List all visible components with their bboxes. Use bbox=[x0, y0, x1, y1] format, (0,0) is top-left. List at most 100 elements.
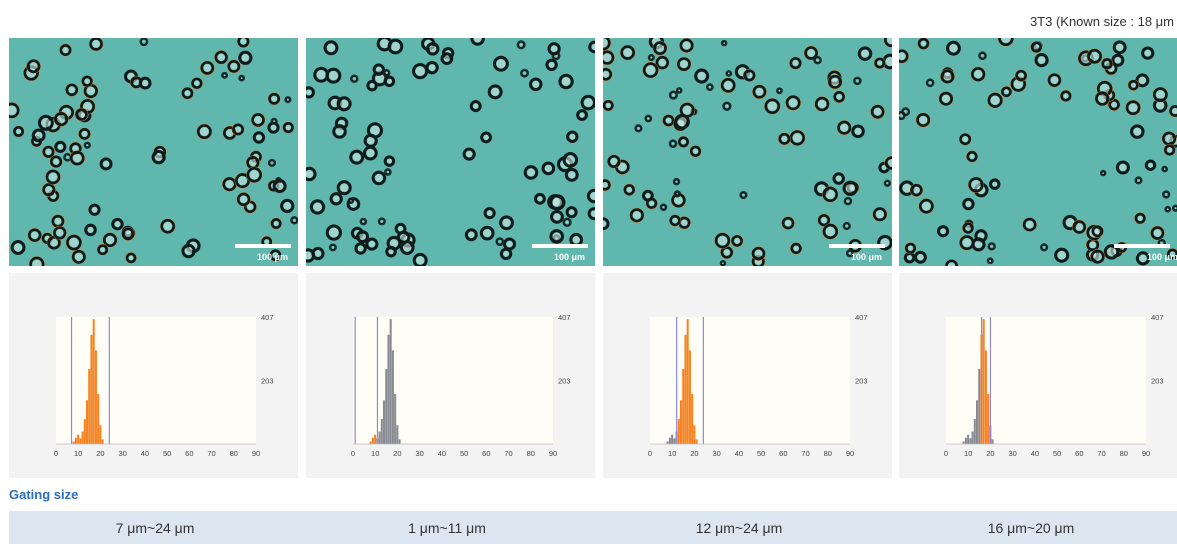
cell-center bbox=[637, 127, 640, 130]
cell-outline bbox=[562, 217, 572, 227]
x-tick-label: 20 bbox=[96, 449, 104, 458]
cell-center bbox=[584, 98, 593, 107]
cell-center bbox=[942, 94, 950, 103]
cell-center bbox=[623, 48, 632, 57]
cell-center bbox=[723, 81, 733, 90]
histogram-bar bbox=[378, 431, 381, 444]
histogram-bar bbox=[691, 394, 694, 444]
cell-center bbox=[793, 245, 799, 251]
cell-center bbox=[1093, 252, 1102, 261]
histogram-bar bbox=[964, 437, 967, 444]
cell bbox=[1091, 225, 1104, 238]
cell-center bbox=[200, 127, 209, 136]
gating-size-heading: Gating size bbox=[9, 487, 79, 502]
histogram-bar bbox=[380, 419, 383, 444]
histogram-bar bbox=[666, 441, 669, 444]
cell bbox=[777, 88, 782, 94]
cell bbox=[905, 242, 917, 254]
cell bbox=[720, 77, 736, 93]
cell-center bbox=[778, 90, 781, 92]
cell-center bbox=[106, 236, 114, 244]
cell bbox=[387, 39, 403, 54]
cell-center bbox=[502, 218, 511, 227]
cell-center bbox=[969, 154, 975, 159]
cell bbox=[78, 127, 91, 140]
cell bbox=[1134, 212, 1146, 224]
x-tick-label: 90 bbox=[549, 449, 557, 458]
x-tick-label: 70 bbox=[801, 449, 809, 458]
cell bbox=[655, 55, 670, 70]
cell bbox=[356, 230, 369, 243]
histogram-bar bbox=[391, 350, 394, 444]
cell-center bbox=[1057, 251, 1066, 260]
cell bbox=[959, 133, 972, 146]
cell-center bbox=[645, 65, 656, 75]
cell bbox=[814, 96, 830, 112]
cell bbox=[547, 42, 561, 56]
cell bbox=[269, 249, 282, 262]
cell bbox=[674, 114, 690, 130]
cell-center bbox=[645, 193, 651, 199]
cell bbox=[9, 102, 20, 119]
cell bbox=[1125, 100, 1141, 116]
cell bbox=[653, 41, 667, 55]
cell bbox=[425, 61, 439, 74]
cell-outline bbox=[83, 141, 91, 149]
cell bbox=[1030, 41, 1042, 53]
cell-center bbox=[677, 117, 687, 127]
x-tick-label: 70 bbox=[1097, 449, 1105, 458]
cell bbox=[877, 235, 892, 251]
histogram-bar bbox=[77, 434, 80, 444]
cell-center bbox=[990, 245, 993, 248]
cell-center bbox=[709, 86, 711, 88]
histogram-panel-3: 0 10 20 30 40 50 60 70 80 90 203 407 bbox=[603, 273, 892, 478]
cell bbox=[566, 130, 579, 143]
x-tick-label: 30 bbox=[1008, 449, 1016, 458]
cell bbox=[603, 179, 611, 191]
cell-center bbox=[1033, 44, 1039, 50]
cell-center bbox=[367, 137, 375, 145]
cell-center bbox=[313, 202, 322, 212]
x-tick-label: 50 bbox=[1053, 449, 1061, 458]
cell bbox=[642, 190, 654, 202]
cell-center bbox=[552, 197, 563, 207]
cell bbox=[842, 180, 858, 196]
cell-center bbox=[353, 77, 356, 80]
cell-center bbox=[50, 239, 58, 247]
cell bbox=[191, 77, 203, 89]
cell-center bbox=[885, 57, 892, 66]
cell bbox=[740, 191, 747, 199]
x-tick-label: 40 bbox=[1031, 449, 1039, 458]
cell-outline bbox=[267, 158, 277, 167]
cell-center bbox=[676, 193, 679, 195]
cell-center bbox=[87, 227, 94, 233]
cell bbox=[939, 91, 953, 106]
cell-center bbox=[271, 95, 277, 102]
cell-center bbox=[84, 78, 90, 84]
cell bbox=[603, 217, 610, 230]
cell-center bbox=[919, 116, 928, 124]
cell-center bbox=[1174, 207, 1177, 210]
cell-center bbox=[91, 207, 98, 213]
cell-field bbox=[899, 38, 1177, 266]
cell-center bbox=[845, 225, 848, 227]
cell-center bbox=[487, 210, 493, 216]
cell-center bbox=[971, 180, 981, 190]
cell-center bbox=[767, 101, 777, 111]
cell bbox=[251, 113, 265, 127]
cell bbox=[721, 40, 727, 46]
cell-center bbox=[825, 189, 835, 199]
cell bbox=[846, 250, 853, 257]
cell-center bbox=[48, 172, 58, 182]
cell bbox=[227, 59, 241, 73]
cell bbox=[1116, 160, 1130, 175]
cell bbox=[1015, 69, 1027, 82]
cell-center bbox=[590, 192, 595, 200]
cell bbox=[971, 237, 986, 252]
cell-image-2: 100 μm bbox=[306, 38, 595, 266]
cell-center bbox=[142, 80, 149, 87]
cell bbox=[563, 218, 571, 226]
cell-center bbox=[674, 196, 683, 205]
cell-center bbox=[682, 41, 691, 50]
cell bbox=[1104, 244, 1119, 260]
